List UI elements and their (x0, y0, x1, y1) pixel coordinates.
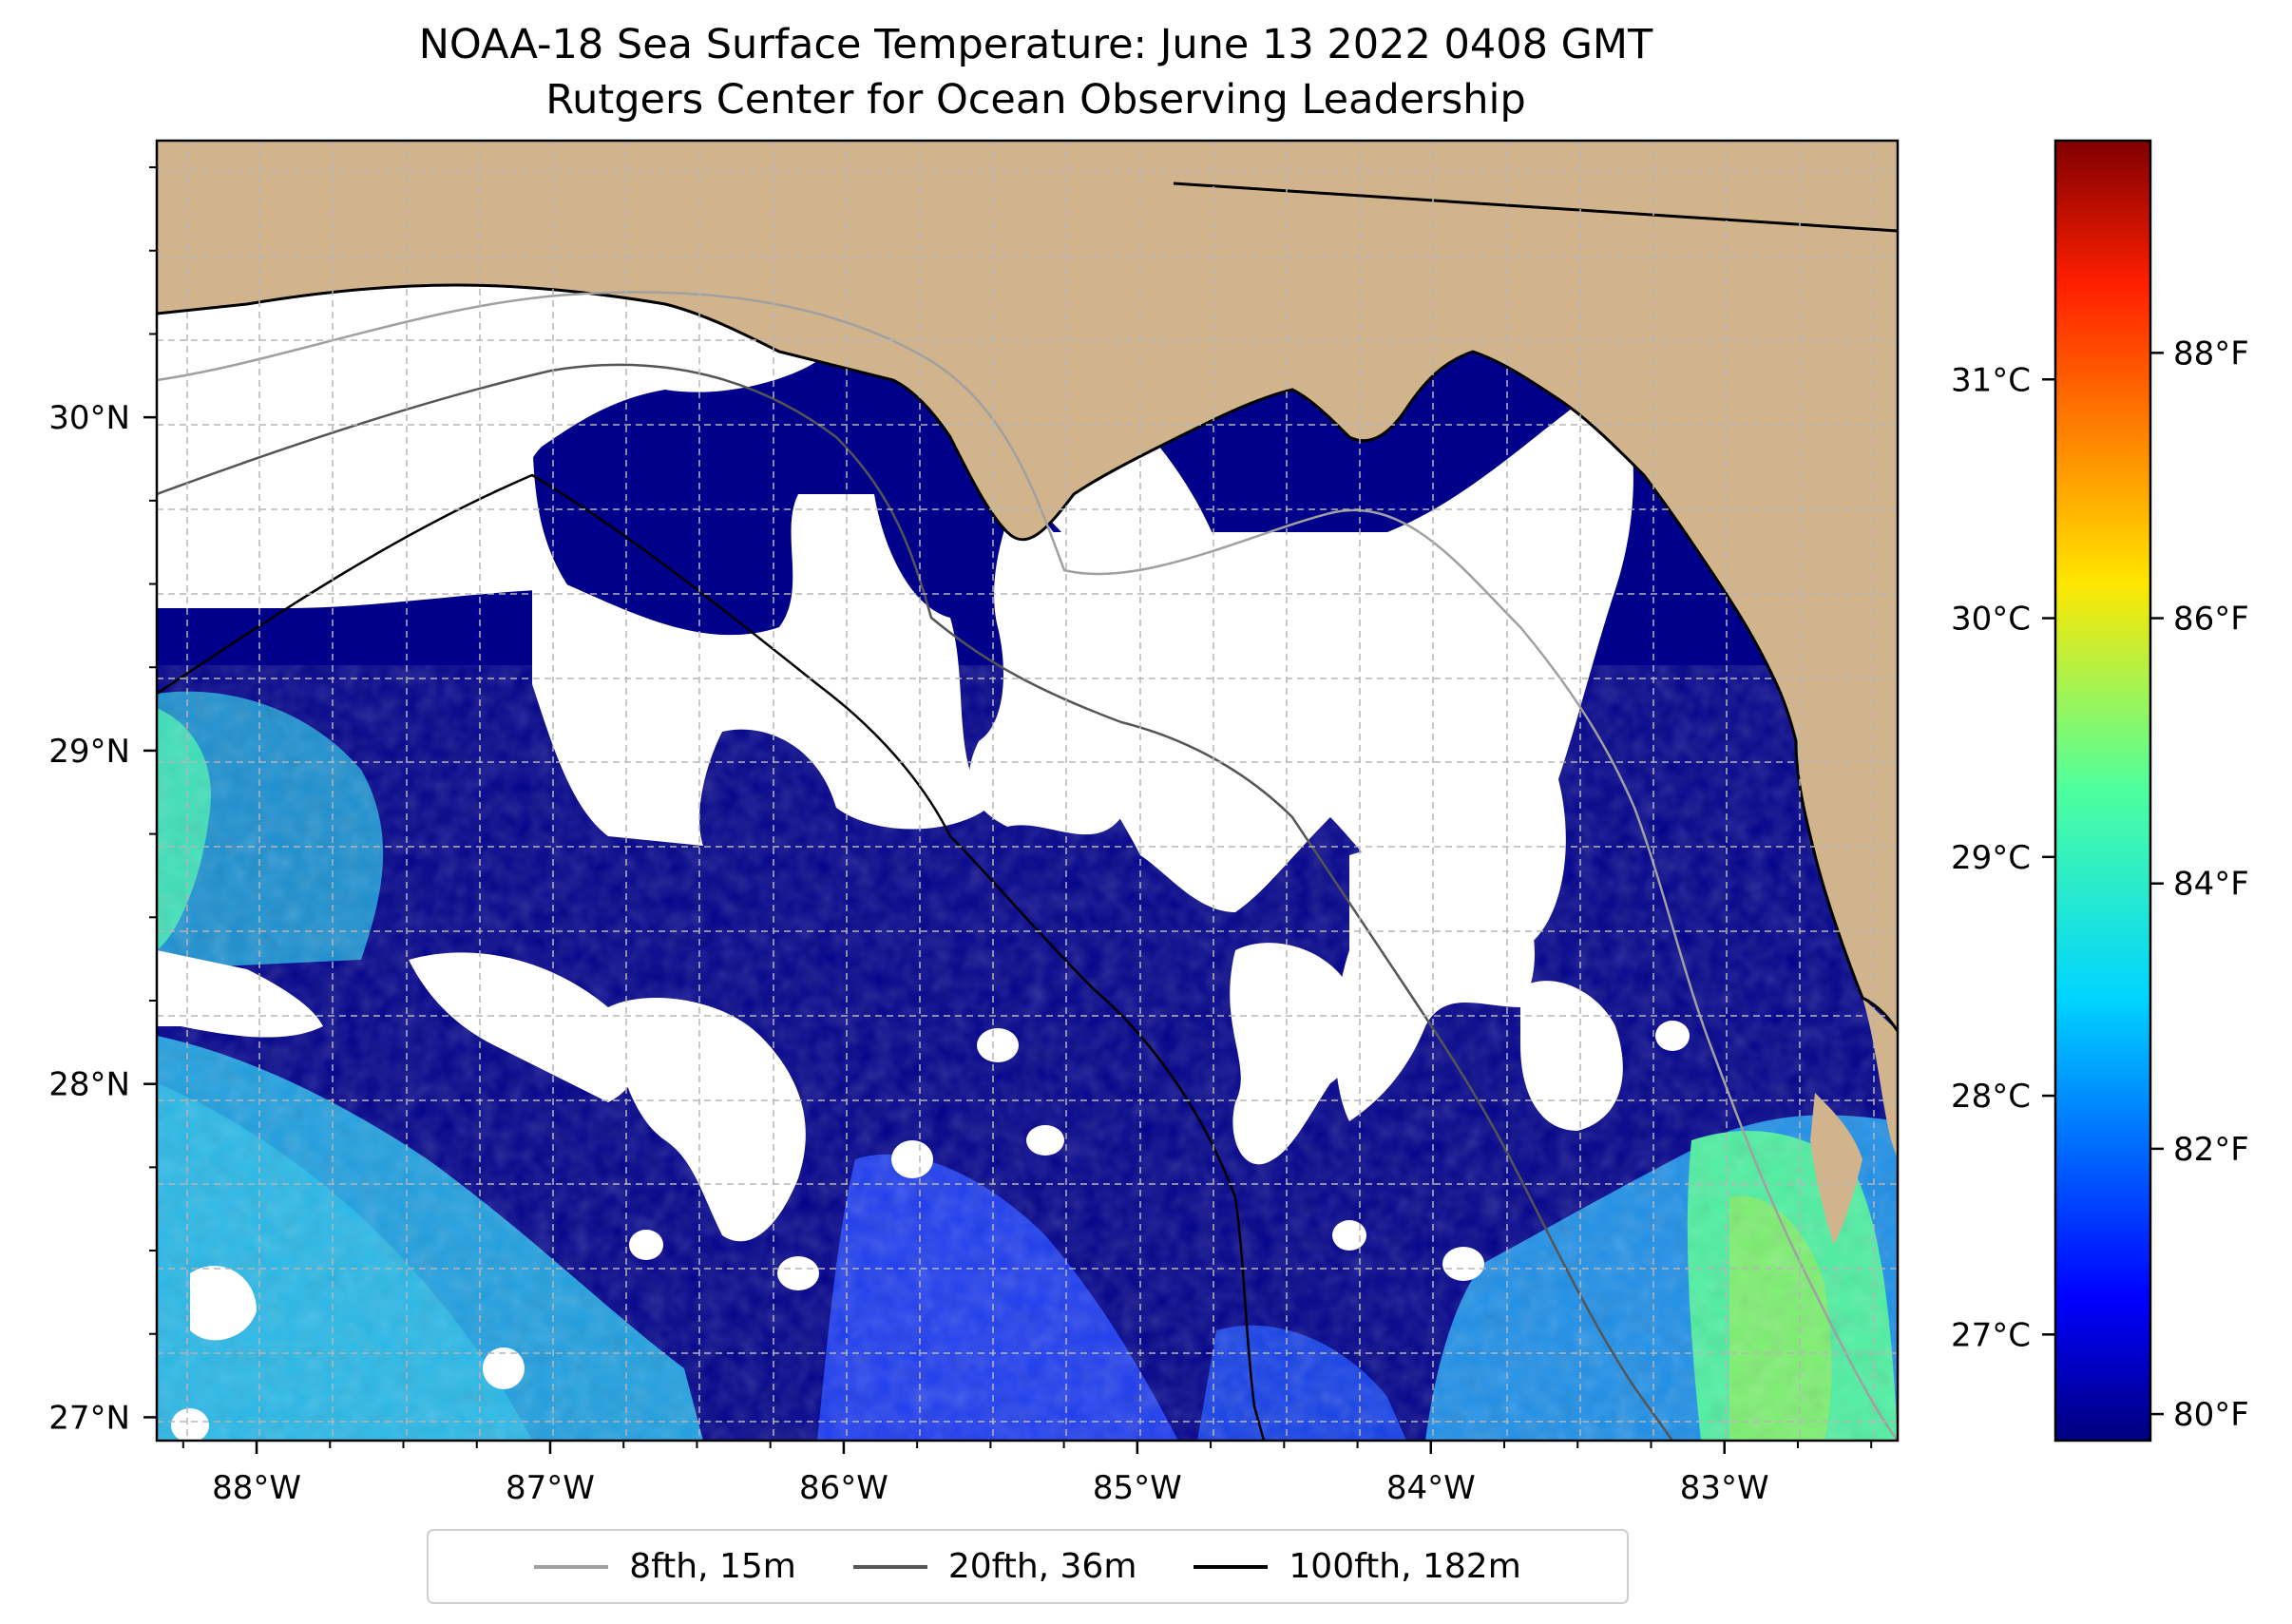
map-title: NOAA-18 Sea Surface Temperature: June 13… (418, 21, 1653, 68)
legend-item-20fth: 20fth, 36m (852, 1547, 1137, 1586)
longitude-axis: 88°W 87°W 86°W 85°W 84°W 83°W (212, 1441, 1769, 1507)
colorbar-fahrenheit-axis: 88°F 86°F 84°F 82°F 80°F (2150, 334, 2249, 1434)
coastline (157, 283, 1898, 1032)
state-border (1173, 182, 1898, 233)
land-area (157, 141, 1898, 1245)
lon-tick-label: 84°W (1386, 1469, 1476, 1507)
lat-tick-label: 27°N (48, 1399, 130, 1437)
lat-tick-label: 30°N (48, 399, 130, 437)
lon-tick-label: 86°W (799, 1469, 888, 1507)
colorbar-f-label: 86°F (2173, 601, 2249, 639)
latitude-axis: 30°N 29°N 28°N 27°N (48, 399, 157, 1437)
legend-line-8fth (534, 1564, 609, 1569)
contour-8fth (157, 291, 1898, 1441)
colorbar-f-label: 88°F (2173, 334, 2249, 373)
colorbar-c-label: 30°C (1951, 601, 2031, 639)
legend-label-100fth: 100fth, 182m (1289, 1547, 1521, 1586)
contour-20fth (157, 363, 1674, 1441)
sst-map (157, 141, 1898, 1441)
legend-label-20fth: 20fth, 36m (947, 1547, 1137, 1586)
colorbar-c-label: 27°C (1951, 1316, 2031, 1354)
colorbar-f-label: 80°F (2173, 1396, 2249, 1434)
lon-tick-label: 83°W (1680, 1469, 1769, 1507)
map-subtitle: Rutgers Center for Ocean Observing Leade… (545, 76, 1526, 124)
colorbar-c-label: 29°C (1951, 839, 2031, 877)
gridlines (157, 141, 1898, 1441)
legend-item-8fth: 8fth, 15m (534, 1547, 796, 1586)
legend-item-100fth: 100fth, 182m (1194, 1547, 1521, 1586)
cloud-cover (157, 276, 1690, 1441)
lon-tick-label: 88°W (212, 1469, 301, 1507)
lat-tick-label: 28°N (48, 1066, 130, 1104)
legend-line-20fth (852, 1564, 927, 1569)
lon-tick-label: 85°W (1093, 1469, 1182, 1507)
lon-tick-label: 87°W (506, 1469, 595, 1507)
colorbar-f-label: 82°F (2173, 1131, 2249, 1169)
colorbar-celsius-axis: 31°C 30°C 29°C 28°C 27°C (1951, 361, 2055, 1354)
colorbar-c-label: 31°C (1951, 361, 2031, 399)
colorbar-f-label: 84°F (2173, 866, 2249, 904)
contour-100fth (157, 473, 1266, 1441)
colorbar (2053, 139, 2152, 1442)
legend-line-100fth (1194, 1564, 1269, 1569)
map-frame (155, 139, 1900, 1442)
colorbar-c-label: 28°C (1951, 1078, 2031, 1116)
lat-tick-label: 29°N (48, 733, 130, 771)
legend-label-8fth: 8fth, 15m (629, 1547, 796, 1586)
minor-ticks (149, 166, 1873, 1448)
contour-legend: 8fth, 15m 20fth, 36m 100fth, 182m (427, 1529, 1629, 1604)
